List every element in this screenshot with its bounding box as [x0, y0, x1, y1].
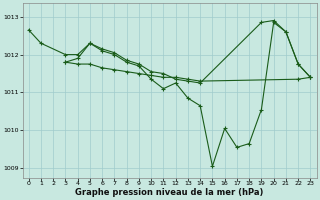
X-axis label: Graphe pression niveau de la mer (hPa): Graphe pression niveau de la mer (hPa) — [76, 188, 264, 197]
